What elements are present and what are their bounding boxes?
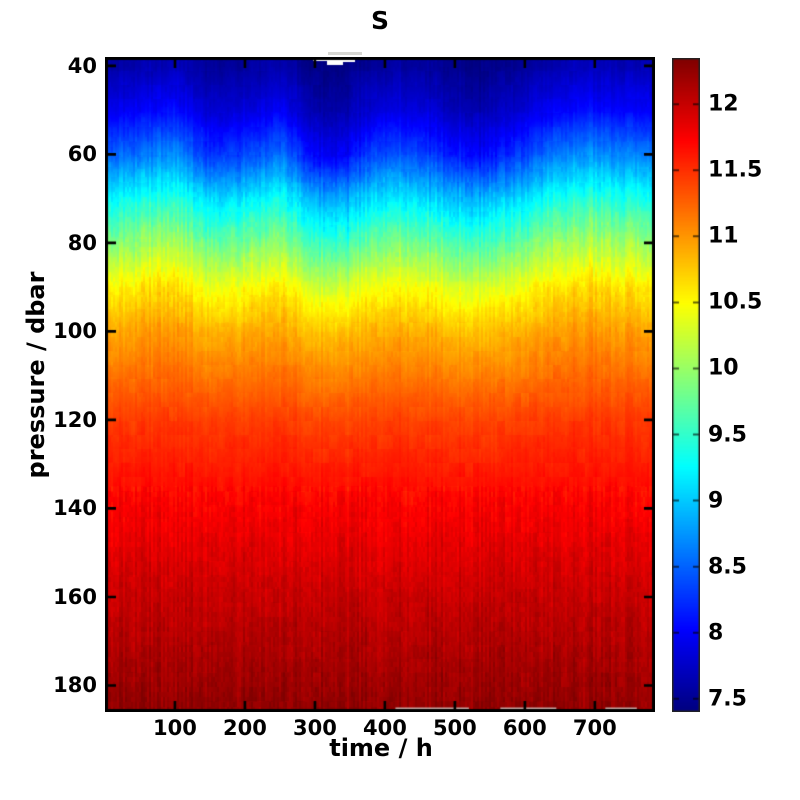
x-axis-label: time / h [329, 734, 433, 762]
colorbar-tick-label: 8 [708, 620, 724, 646]
x-tick-label: 500 [432, 716, 477, 740]
y-tick-label: 160 [53, 584, 97, 609]
y-tick-label: 80 [67, 230, 97, 255]
colorbar-tick-label: 11.5 [708, 157, 763, 183]
colorbar-tick-label: 7.5 [708, 686, 747, 712]
plot-title: S [370, 6, 390, 35]
x-tick-label: 700 [572, 716, 617, 740]
y-tick-label: 60 [67, 142, 97, 167]
y-tick-label: 140 [53, 496, 97, 521]
colorbar-tick-label: 10.5 [708, 289, 763, 315]
x-tick-label: 300 [293, 716, 337, 740]
y-axis-label: pressure / dbar [22, 271, 50, 479]
x-tick-label: 200 [223, 716, 267, 740]
missing-data-smudge [328, 52, 362, 55]
y-tick-label: 120 [53, 407, 97, 432]
colorbar-tick-label: 10 [708, 355, 739, 381]
y-tick-label: 40 [67, 53, 97, 78]
colorbar-tick-label: 11 [708, 223, 739, 249]
x-tick-label: 600 [502, 716, 547, 740]
y-tick-label: 100 [53, 319, 97, 344]
colorbar-tick-label: 8.5 [708, 554, 747, 580]
colorbar-tick-label: 12 [708, 91, 739, 117]
colorbar-canvas [672, 58, 700, 712]
heatmap-canvas [105, 57, 655, 712]
x-tick-label: 100 [153, 716, 197, 740]
colorbar-tick-label: 9 [708, 488, 724, 514]
y-tick-label: 180 [53, 673, 97, 698]
colorbar-tick-label: 9.5 [708, 422, 747, 448]
x-tick-label: 400 [362, 716, 407, 740]
